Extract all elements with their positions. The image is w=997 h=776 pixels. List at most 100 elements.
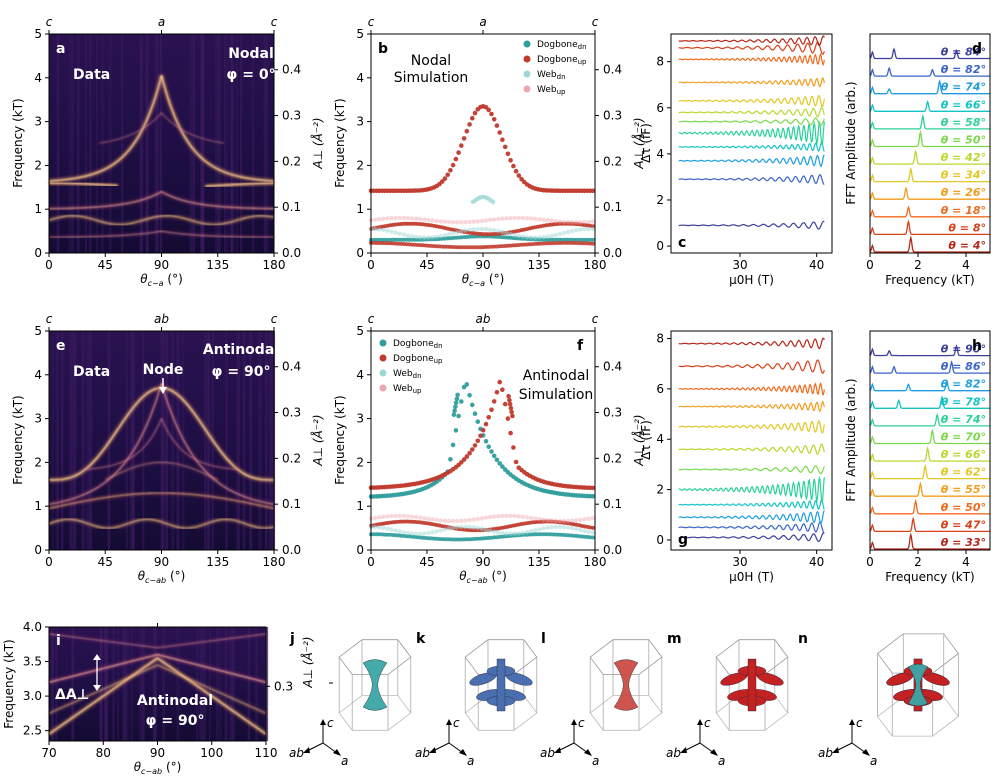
data-point-web-dn: [443, 527, 447, 531]
data-point-web-dn: [566, 525, 570, 529]
axis-triad-label: a: [467, 754, 474, 768]
y2-tick-label: 0.4: [282, 63, 301, 77]
plot-frame: [671, 34, 832, 253]
y-tick-label: 1: [34, 202, 42, 216]
data-point-web-dn: [389, 229, 393, 233]
fermi-surface-dogbone: [614, 660, 638, 711]
data-point-web-dn: [480, 227, 484, 231]
torque-trace: [679, 96, 825, 107]
data-point-web-dn: [426, 235, 430, 239]
data-point-web-up: [496, 217, 500, 221]
y2-tick-label: 0.4: [603, 63, 622, 77]
data-point-web-dn: [562, 525, 566, 529]
y2-tick-label: 0.4: [282, 360, 301, 374]
data-point-web-dn: [500, 230, 504, 234]
data-point-web-dn: [488, 529, 492, 533]
data-point-dogbone-up: [454, 157, 459, 162]
axis-arrowhead: [584, 749, 592, 756]
data-point-web-up: [402, 514, 406, 518]
data-point-dogbone-dn: [451, 443, 456, 448]
axis-arrowhead: [303, 747, 310, 753]
legend-label: Dogboneup: [393, 354, 443, 365]
data-point-web-up: [410, 216, 414, 220]
y-tick-label: 1: [356, 499, 364, 513]
torque-trace: [679, 533, 825, 541]
data-point-web-up: [463, 220, 467, 224]
torque-trace: [679, 155, 825, 167]
heatmap-streak: [147, 34, 149, 253]
data-point-web-dn: [508, 232, 512, 236]
y-tick-label: 0: [656, 533, 664, 547]
x-tick-label: 0: [866, 258, 874, 272]
axis-arrowhead: [333, 749, 341, 756]
angle-label: θ = 8°: [948, 221, 986, 234]
heatmap-streak: [126, 331, 128, 550]
data-point-web-up: [385, 514, 389, 518]
data-point-web-dn: [398, 231, 402, 235]
x-tick-label: 180: [584, 258, 607, 272]
x-tick-label: 90: [154, 555, 169, 569]
data-point-web-dn: [545, 526, 549, 530]
torque-trace: [679, 522, 825, 532]
y2-axis-label: A⊥ (Å⁻²): [300, 636, 315, 688]
axis-arrowhead: [554, 747, 561, 753]
axis-triad-label: ab: [289, 746, 304, 760]
data-point-dogbone-up: [462, 136, 467, 141]
data-point-web-up: [488, 218, 492, 222]
y-tick-label: 0: [656, 239, 664, 253]
x-tick-label: 30: [732, 555, 747, 569]
data-point-web-up: [578, 220, 582, 224]
fermi-surface-dogbone: [908, 664, 928, 706]
data-point-web-dn: [402, 530, 406, 534]
data-point-web-dn: [373, 525, 377, 529]
torque-trace: [679, 360, 825, 373]
data-point-dogbone-up: [467, 451, 472, 456]
heatmap-streak: [204, 331, 206, 550]
data-point-web-dn: [574, 527, 578, 531]
data-point-web-up: [402, 216, 406, 220]
data-point-web-up: [459, 220, 463, 224]
angle-label: θ = 18°: [941, 204, 986, 217]
data-point-web-up: [566, 519, 570, 523]
data-point-web-up: [480, 219, 484, 223]
legend-label: Dogboneup: [537, 55, 587, 66]
data-point-web-up: [545, 518, 549, 522]
data-point-web-up: [435, 219, 439, 223]
data-point-web-dn: [385, 229, 389, 233]
data-point-web-dn: [393, 528, 397, 532]
data-point-web-up: [562, 220, 566, 224]
y-tick-label: 0: [34, 246, 42, 260]
panel-letter: n: [798, 631, 808, 647]
x-tick-label: 90: [475, 258, 490, 272]
data-point-web-dn: [402, 232, 406, 236]
data-point-web-dn: [426, 531, 430, 535]
data-point-dogbone-up: [497, 130, 502, 135]
data-point-web-up: [541, 218, 545, 222]
data-point-web-dn: [537, 235, 541, 239]
torque-trace: [679, 466, 825, 474]
x-tick-label: 0: [45, 555, 53, 569]
data-point-dogbone-dn: [453, 405, 458, 410]
data-point-web-dn: [533, 236, 537, 240]
data-point-dogbone-up: [473, 443, 478, 448]
x-tick-label: 135: [528, 258, 551, 272]
data-point-dogbone-up: [591, 526, 595, 530]
data-point-web-up: [500, 514, 504, 518]
data-point-dogbone-dn: [591, 536, 595, 540]
panel-letter: m: [667, 631, 682, 647]
data-point-dogbone-dn: [489, 449, 494, 454]
data-point-dogbone-up: [443, 176, 448, 181]
heatmap-streak: [206, 331, 208, 550]
data-point-web-dn: [492, 228, 496, 232]
data-point-web-up: [558, 219, 562, 223]
data-point-web-up: [554, 519, 558, 523]
data-point-web-dn: [529, 529, 533, 533]
panel-letter: f: [577, 338, 584, 354]
data-point-dogbone-up: [478, 434, 483, 439]
data-point-dogbone-up: [476, 439, 481, 444]
data-point-web-up: [554, 219, 558, 223]
x-tick-label: 0: [866, 555, 874, 569]
data-point-web-up: [591, 516, 595, 520]
angle-label: θ = 74°: [941, 81, 986, 94]
panel-letter: k: [416, 631, 426, 647]
